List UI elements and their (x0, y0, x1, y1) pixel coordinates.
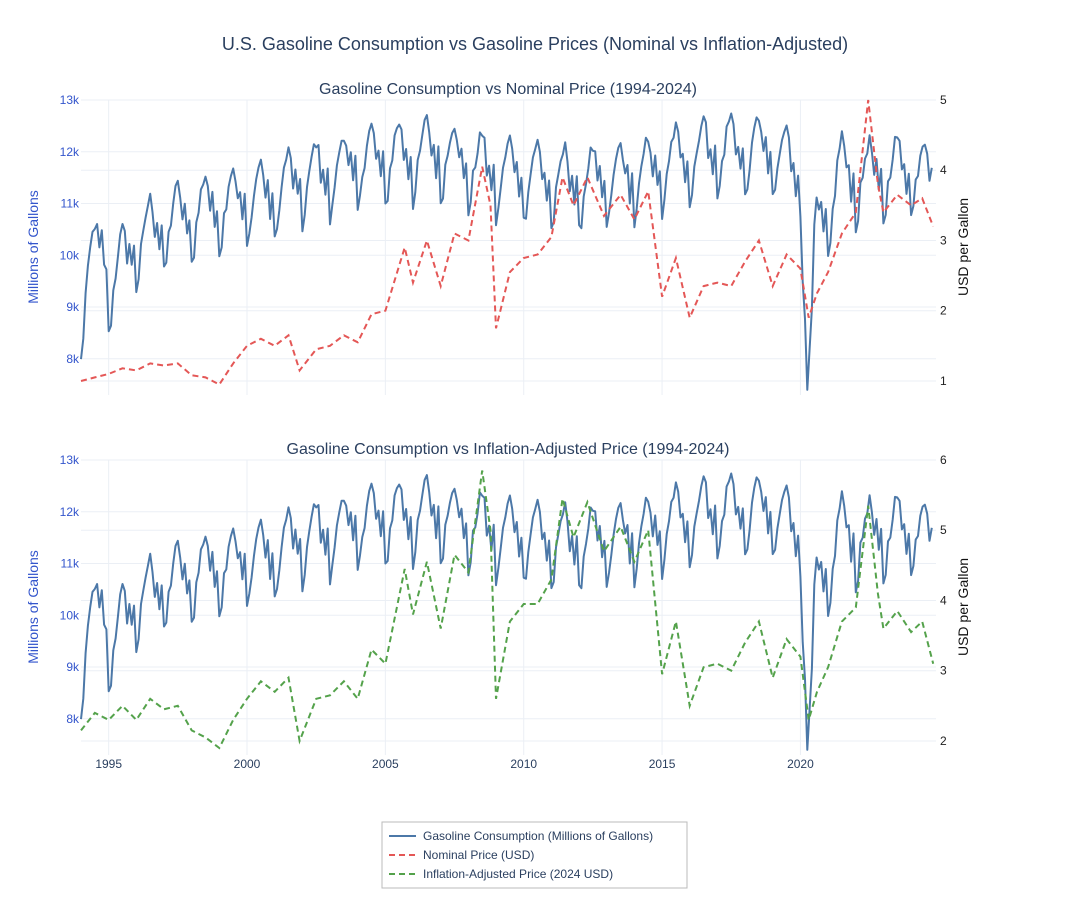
left-tick-label: 13k (60, 93, 80, 107)
right-axis-title-nominal: USD per Gallon (955, 198, 971, 296)
x-tick-label: 2020 (787, 757, 814, 771)
subplot-title-inflation-adjusted: Gasoline Consumption vs Inflation-Adjust… (287, 441, 730, 458)
left-axis-title-inflation-adjusted: Millions of Gallons (25, 550, 41, 664)
left-tick-label: 10k (60, 608, 80, 622)
right-axis-title-inflation-adjusted: USD per Gallon (955, 558, 971, 656)
left-tick-label: 13k (60, 453, 80, 467)
right-tick-label: 4 (940, 163, 947, 177)
legend-box (381, 821, 688, 889)
x-tick-label: 2010 (510, 757, 537, 771)
right-tick-label: 2 (940, 734, 947, 748)
left-tick-label: 12k (60, 145, 80, 159)
x-tick-label: 2015 (649, 757, 676, 771)
right-tick-label: 6 (940, 453, 947, 467)
left-axis-title-nominal: Millions of Gallons (25, 190, 41, 304)
left-tick-label: 12k (60, 505, 80, 519)
x-tick-label: 1995 (95, 757, 122, 771)
right-tick-label: 3 (940, 233, 947, 247)
subplot-title-nominal: Gasoline Consumption vs Nominal Price (1… (319, 81, 697, 98)
left-tick-label: 8k (66, 712, 80, 726)
left-tick-label: 10k (60, 248, 80, 262)
legend-label-consumption[interactable]: Gasoline Consumption (Millions of Gallon… (423, 829, 653, 843)
legend: Gasoline Consumption (Millions of Gallon… (381, 821, 688, 889)
legend-label-inflation-adjusted[interactable]: Inflation-Adjusted Price (2024 USD) (423, 867, 613, 881)
left-tick-label: 9k (66, 300, 80, 314)
right-tick-label: 1 (940, 374, 947, 388)
right-tick-label: 4 (940, 593, 947, 607)
left-tick-label: 11k (61, 197, 80, 211)
series-line-inflation-adjusted-price (80, 470, 935, 750)
right-tick-label: 5 (940, 93, 947, 107)
right-tick-label: 3 (940, 664, 947, 678)
right-tick-label: 2 (940, 304, 947, 318)
subplot-nominal: Gasoline Consumption vs Nominal Price (1… (25, 81, 971, 395)
x-tick-label: 2005 (372, 757, 399, 771)
left-tick-label: 8k (66, 352, 80, 366)
left-tick-label: 11k (61, 557, 80, 571)
series-line-consumption (80, 112, 933, 391)
legend-label-nominal[interactable]: Nominal Price (USD) (423, 848, 534, 862)
series-line-consumption (80, 472, 933, 751)
left-tick-label: 9k (66, 660, 80, 674)
right-tick-label: 5 (940, 523, 947, 537)
subplot-inflation-adjusted: Gasoline Consumption vs Inflation-Adjust… (25, 441, 971, 771)
series-line-nominal-price (80, 99, 935, 386)
chart-title: U.S. Gasoline Consumption vs Gasoline Pr… (222, 34, 848, 54)
x-tick-label: 2000 (234, 757, 261, 771)
